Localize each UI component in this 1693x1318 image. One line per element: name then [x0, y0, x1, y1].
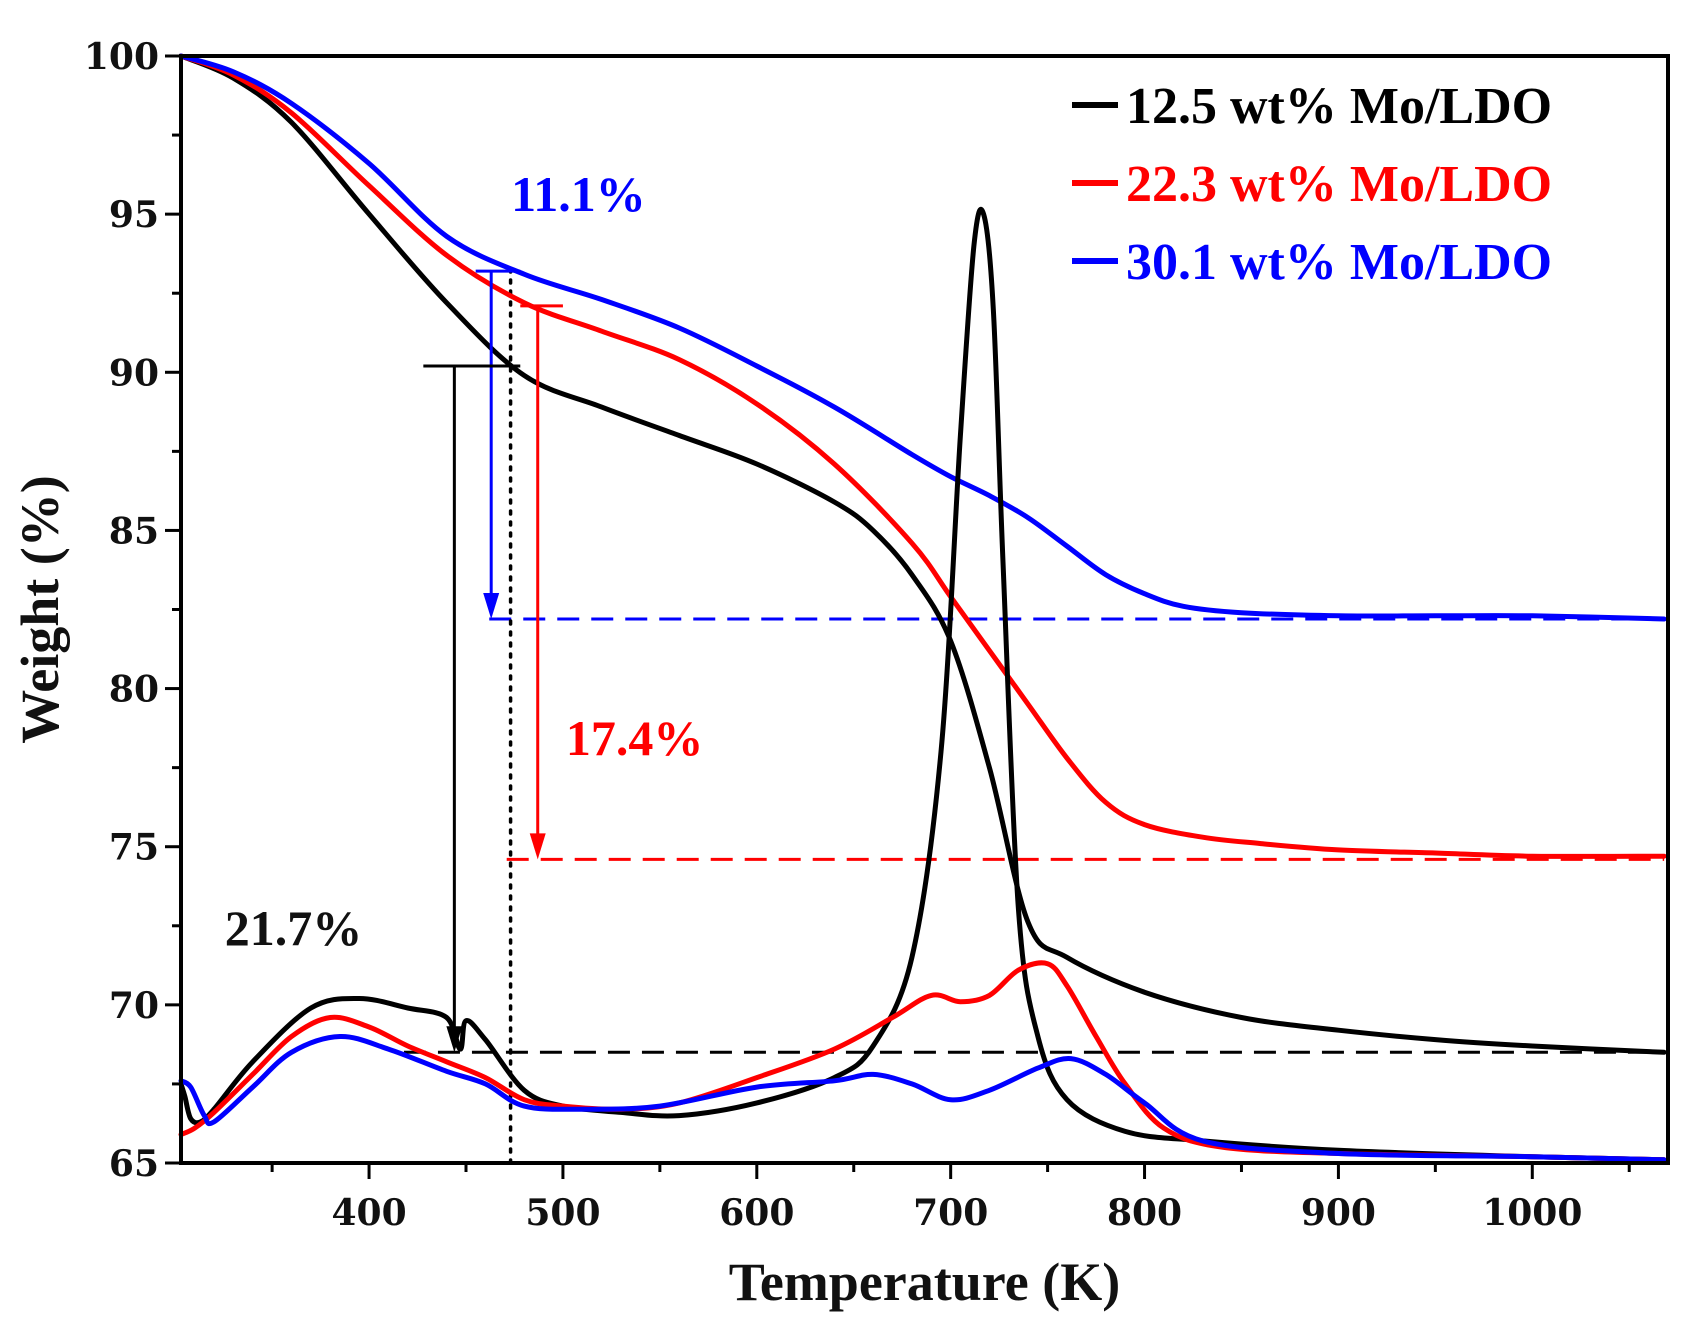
y-tick-label: 90: [109, 352, 159, 394]
series-line-tg: [178, 53, 1667, 859]
series-line-tg: [178, 53, 1667, 1055]
arrow-head: [529, 833, 546, 860]
annotations: 11.1% 17.4% 21.7%: [225, 166, 704, 956]
annotation-label: 17.4%: [566, 710, 704, 766]
legend: 12.5 wt% Mo/LDO 22.3 wt% Mo/LDO 30.1 wt% M…: [1072, 78, 1552, 291]
legend-label: 22.3 wt% Mo/LDO: [1126, 156, 1552, 213]
y-axis-label: Weight (%): [10, 475, 70, 743]
x-axis-ticks: 400 500 600 700 800 900 1000: [270, 1163, 1631, 1234]
annotation-arrows: [423, 269, 563, 1053]
y-tick-label: 80: [109, 669, 159, 711]
y-tick-label: 95: [109, 194, 159, 236]
x-tick-label: 1000: [1482, 1192, 1582, 1234]
y-tick-label: 75: [109, 827, 159, 869]
x-tick-label: 600: [719, 1192, 794, 1234]
series-line-tg: [178, 53, 1667, 622]
y-tick-label: 70: [109, 985, 159, 1027]
legend-label: 12.5 wt% Mo/LDO: [1126, 78, 1552, 135]
arrow-head: [446, 1026, 463, 1053]
legend-label: 30.1 wt% Mo/LDO: [1126, 234, 1552, 291]
x-tick-label: 400: [331, 1192, 406, 1234]
series-line-dtg: [178, 206, 1667, 1163]
y-tick-label: 65: [109, 1143, 159, 1185]
annotation-label: 21.7%: [225, 900, 363, 956]
y-tick-label: 100: [84, 36, 159, 78]
series-lines: [178, 53, 1667, 1163]
x-axis-label: Temperature (K): [729, 1252, 1120, 1312]
annotation-label: 11.1%: [511, 166, 646, 222]
series-line-dtg: [178, 960, 1667, 1163]
series-line-dtg: [178, 1033, 1667, 1163]
x-tick-label: 700: [913, 1192, 988, 1234]
y-tick-label: 85: [109, 510, 159, 552]
x-tick-label: 900: [1301, 1192, 1376, 1234]
arrow-head: [483, 592, 500, 619]
reference-dashed-lines: [403, 617, 1665, 1054]
y-axis-ticks: 65 70 75 80 85 90 95 100: [84, 36, 181, 1185]
x-tick-label: 800: [1107, 1192, 1182, 1234]
x-tick-label: 500: [525, 1192, 600, 1234]
